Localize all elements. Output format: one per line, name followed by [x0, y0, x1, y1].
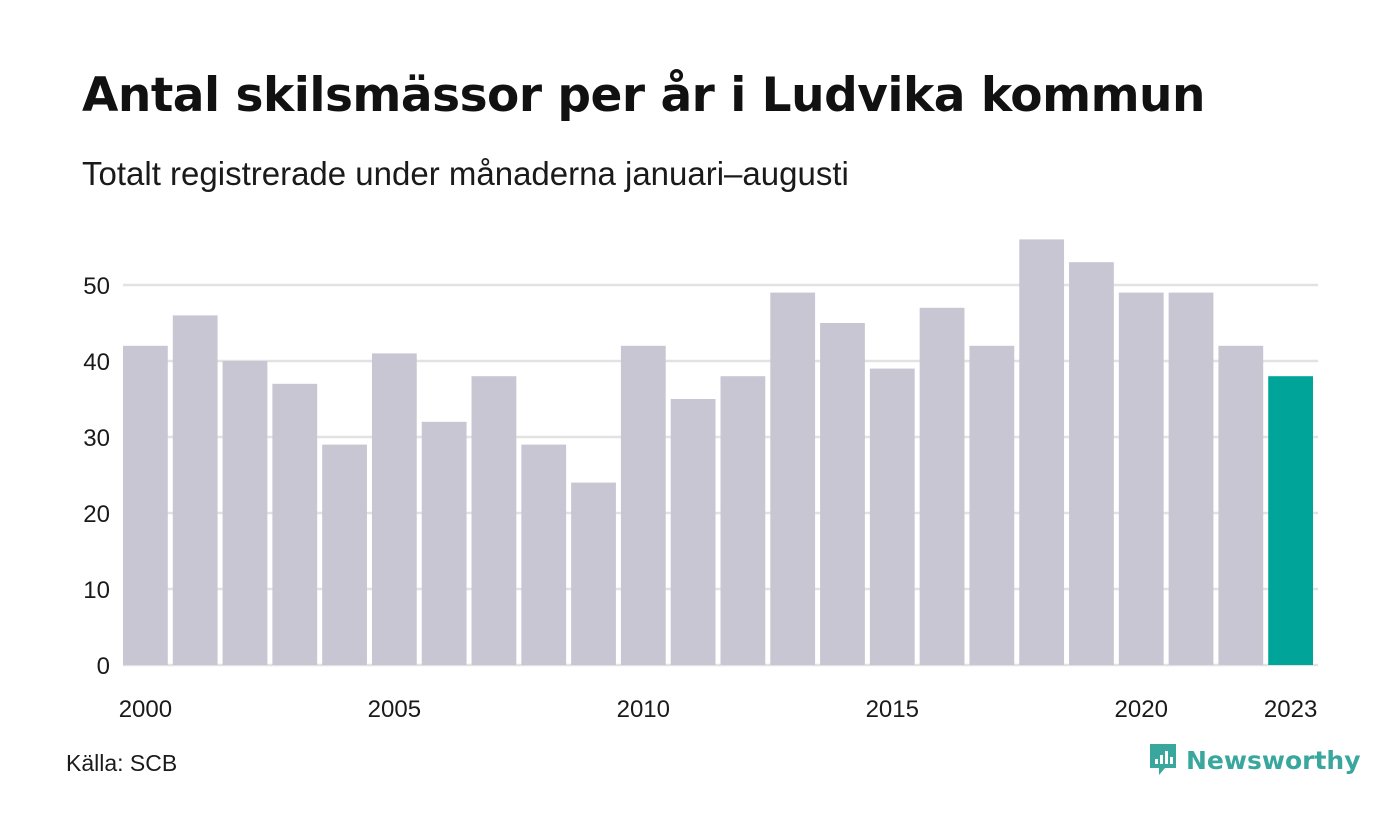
bar-2008 — [521, 444, 567, 665]
bar-2017 — [969, 345, 1015, 665]
y-tick-label: 10 — [83, 577, 110, 604]
source-note: Källa: SCB — [66, 750, 178, 776]
brand-logo: Newsworthy — [1148, 742, 1361, 778]
bar-2007 — [471, 376, 517, 665]
bar-2011 — [670, 399, 716, 665]
bar-2023 — [1268, 376, 1313, 665]
bar-2019 — [1069, 262, 1114, 665]
bar-2021 — [1168, 292, 1214, 665]
bar-2015 — [869, 368, 915, 665]
bar-2002 — [222, 361, 268, 665]
bar-2022 — [1218, 345, 1264, 665]
x-tick-label: 2010 — [617, 696, 670, 723]
brand-name: Newsworthy — [1186, 745, 1361, 775]
bar-2009 — [571, 482, 616, 665]
bar-2010 — [620, 345, 666, 665]
chart-title: Antal skilsmässor per år i Ludvika kommu… — [82, 68, 1205, 123]
x-tick-label: 2015 — [866, 696, 919, 723]
chart-subtitle: Totalt registrerade under månaderna janu… — [82, 155, 849, 192]
y-tick-label: 20 — [83, 501, 110, 528]
x-tick-label: 2005 — [368, 696, 421, 723]
bar-2014 — [820, 323, 865, 665]
bar-2001 — [172, 315, 218, 665]
bar-2016 — [919, 307, 965, 665]
bar-2020 — [1118, 292, 1164, 665]
bar-chart: 0 10 20 30 40 50 2000 2005 2010 2015 2020 2023 — [83, 239, 1318, 723]
bar-2006 — [421, 421, 467, 665]
bar-2004 — [322, 444, 367, 665]
bar-2018 — [1019, 239, 1065, 665]
x-tick-label: 2020 — [1115, 696, 1168, 723]
newsworthy-icon — [1150, 744, 1176, 775]
bar-2000 — [123, 345, 168, 665]
y-tick-label: 30 — [83, 425, 110, 452]
x-tick-label: 2000 — [119, 696, 172, 723]
y-tick-label: 0 — [97, 653, 110, 680]
bar-2012 — [720, 376, 766, 665]
x-tick-label: 2023 — [1264, 696, 1317, 723]
bar-2013 — [770, 292, 816, 665]
y-tick-label: 40 — [83, 349, 110, 376]
y-tick-label: 50 — [83, 273, 110, 300]
bar-2003 — [272, 383, 318, 665]
bar-2005 — [371, 353, 417, 665]
